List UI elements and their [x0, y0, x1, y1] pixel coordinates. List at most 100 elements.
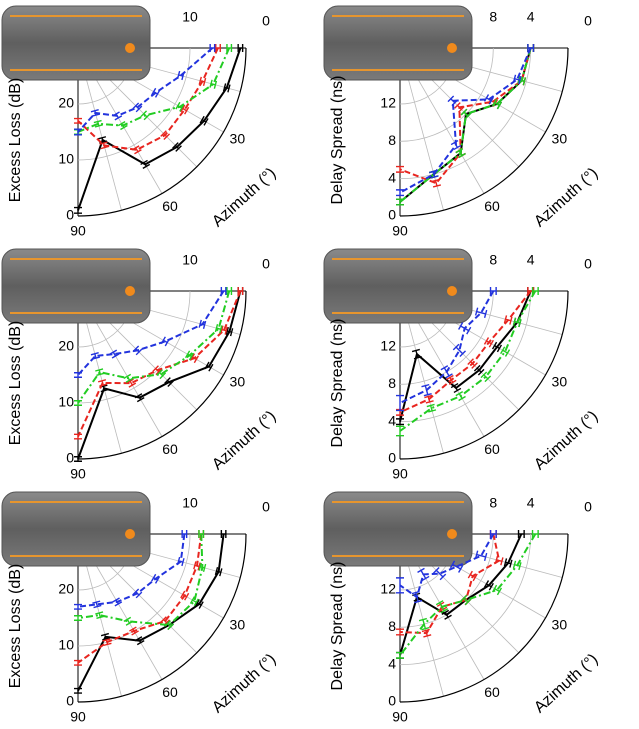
error-bar	[412, 349, 422, 358]
angle-axis-label: Azimuth (°)	[209, 165, 279, 231]
error-bar	[199, 320, 205, 329]
angle-tick-label: 0	[262, 13, 270, 29]
radial-tick-label: 20	[58, 581, 74, 597]
angle-tick-label: 60	[162, 684, 178, 700]
angle-tick-label: 0	[262, 499, 270, 515]
error-bar	[396, 167, 404, 173]
radial-tick-label: 10	[58, 394, 74, 410]
radial-tick-label-top: 4	[527, 9, 535, 25]
radial-tick-label-top: 8	[489, 9, 497, 25]
angle-tick-label: 60	[162, 441, 178, 457]
device-body	[324, 249, 472, 323]
angle-tick-label: 90	[70, 223, 86, 239]
angle-tick-label: 90	[392, 466, 408, 482]
polar-panel: 0306090044881212Delay Spread (ns)Azimuth…	[324, 249, 601, 482]
radial-tick-label: 8	[388, 375, 396, 391]
error-bar	[178, 557, 184, 566]
angle-tick-label: 30	[552, 617, 568, 633]
angle-tick-label: 30	[552, 374, 568, 390]
error-bar	[210, 44, 214, 52]
radial-tick-label: 20	[58, 338, 74, 354]
device-led	[125, 286, 135, 296]
radial-tick-label: 8	[388, 132, 396, 148]
radial-tick-label: 8	[388, 618, 396, 634]
radial-axis-label: Delay Spread (ns)	[329, 319, 346, 448]
angle-tick-label: 90	[70, 466, 86, 482]
error-bar	[124, 617, 133, 625]
angle-axis-label: Azimuth (°)	[531, 408, 601, 474]
angle-axis-label: Azimuth (°)	[209, 651, 279, 717]
error-bar	[396, 578, 404, 593]
radial-tick-label: 12	[380, 95, 396, 111]
radial-axis-label: Excess Loss (dB)	[7, 564, 24, 688]
device-led	[125, 43, 135, 53]
radial-axis-label: Delay Spread (ns)	[329, 562, 346, 691]
figure: 0306090010102020Excess Loss (dB)Azimuth …	[0, 0, 639, 729]
radial-tick-label: 0	[388, 207, 396, 223]
angle-tick-label: 60	[484, 684, 500, 700]
angle-axis-label: Azimuth (°)	[531, 165, 601, 231]
angle-tick-label: 90	[392, 709, 408, 725]
radial-tick-label: 0	[66, 450, 74, 466]
angle-tick-label: 60	[484, 198, 500, 214]
radial-tick-label: 0	[66, 207, 74, 223]
error-bar	[476, 551, 487, 561]
error-bar	[422, 629, 431, 636]
error-bar	[74, 616, 82, 620]
angle-tick-label: 30	[552, 131, 568, 147]
radial-tick-label: 12	[380, 338, 396, 354]
error-bar	[501, 347, 510, 357]
error-bar	[118, 122, 127, 130]
polar-panel: 0306090044881212Delay Spread (ns)Azimuth…	[324, 492, 601, 725]
radial-tick-label: 12	[380, 581, 396, 597]
radial-tick-label-top: 10	[182, 9, 198, 25]
polar-panel: 0306090010102020Excess Loss (dB)Azimuth …	[2, 492, 279, 725]
error-bar	[396, 653, 404, 659]
angle-tick-label: 30	[230, 131, 246, 147]
device-body	[324, 6, 472, 80]
angle-tick-label: 0	[584, 13, 592, 29]
radial-axis-label: Excess Loss (dB)	[7, 321, 24, 445]
error-bar	[468, 571, 477, 581]
radial-tick-label: 4	[388, 169, 396, 185]
error-bar	[227, 44, 231, 52]
radial-tick-label-top: 4	[527, 252, 535, 268]
error-bar	[152, 574, 160, 583]
radial-tick-label-top: 8	[489, 495, 497, 511]
device-body	[2, 492, 150, 566]
angle-axis-label: Azimuth (°)	[209, 408, 279, 474]
angle-tick-label: 0	[262, 256, 270, 272]
angle-tick-label: 30	[230, 617, 246, 633]
device-body	[2, 6, 150, 80]
error-bar	[495, 556, 502, 565]
radial-tick-label-top: 10	[182, 495, 198, 511]
radial-tick-label: 4	[388, 655, 396, 671]
angle-tick-label: 90	[392, 223, 408, 239]
radial-tick-label: 4	[388, 412, 396, 428]
error-bar	[412, 592, 422, 603]
device-led	[447, 286, 457, 296]
polar-panel: 0306090010102020Excess Loss (dB)Azimuth …	[2, 249, 279, 482]
angle-tick-label: 60	[484, 441, 500, 457]
angle-tick-label: 0	[584, 256, 592, 272]
device-led	[447, 43, 457, 53]
error-bar	[129, 627, 138, 635]
error-bar	[74, 689, 82, 693]
error-bar	[161, 337, 169, 346]
error-bar	[74, 119, 82, 123]
angle-tick-label: 90	[70, 709, 86, 725]
radial-tick-label: 10	[58, 637, 74, 653]
error-bar	[113, 598, 122, 606]
error-bar	[110, 350, 119, 358]
error-bar	[221, 287, 225, 295]
radial-tick-label-top: 10	[182, 252, 198, 268]
angle-tick-label: 30	[230, 374, 246, 390]
error-bar	[216, 44, 220, 52]
radial-tick-label: 0	[388, 450, 396, 466]
error-bar	[74, 373, 82, 377]
radial-tick-label-top: 4	[527, 495, 535, 511]
error-bar	[74, 661, 82, 665]
angle-tick-label: 0	[584, 499, 592, 515]
polar-panel: 0306090010102020Excess Loss (dB)Azimuth …	[2, 6, 279, 239]
error-bar	[113, 112, 122, 120]
